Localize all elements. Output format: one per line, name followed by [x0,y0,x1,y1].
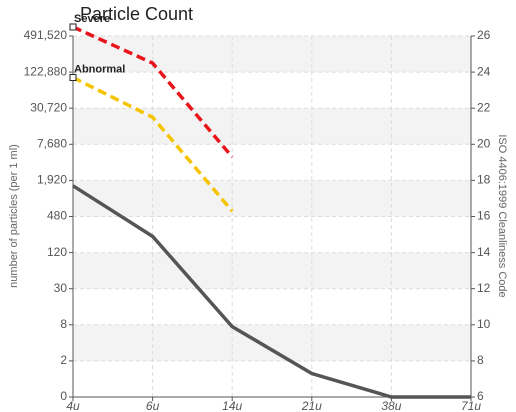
series-marker [69,74,77,82]
series-line [72,75,234,213]
y-tick-label: 120 [47,245,67,259]
y2-tick-label: 6 [477,389,484,403]
y-axis-title: number of particles (per 1 ml) [8,144,20,288]
y2-axis-title: ISO 4406:1999 Cleanliness Code [496,134,508,297]
y-tick-label: 1,920 [37,173,67,187]
band [73,180,471,217]
y-tick-label: 0 [60,389,67,403]
y2-tick-label: 8 [477,353,484,367]
y-tick-label: 30 [54,281,68,295]
x-tick-label: 6u [146,399,160,412]
y-tick-label: 8 [60,317,67,331]
y2-tick-label: 22 [477,100,491,114]
x-tick-label: 4u [66,399,80,412]
y-tick-label: 2 [60,353,67,367]
series-label: Severe [74,13,110,25]
band [73,252,471,289]
series-line [72,184,471,399]
y2-tick-label: 14 [477,245,491,259]
series-line [72,25,234,159]
y-tick-label: 7,680 [37,136,67,150]
series-marker [69,23,77,31]
y2-tick-label: 26 [477,28,491,42]
y2-tick-label: 20 [477,136,491,150]
y-tick-label: 480 [47,209,67,223]
y2-tick-label: 24 [477,64,491,78]
band [73,36,471,73]
y-tick-label: 122,880 [24,64,68,78]
x-tick-label: 38u [381,399,401,412]
y2-tick-label: 16 [477,209,491,223]
series-label: Abnormal [74,63,125,75]
y2-tick-label: 12 [477,281,491,295]
y2-tick-label: 10 [477,317,491,331]
band [73,108,471,145]
y-tick-label: 30,720 [30,100,67,114]
chart-title: Particle Count [80,4,193,24]
band [73,324,471,361]
y-tick-label: 491,520 [24,28,68,42]
x-tick-label: 71u [461,399,481,412]
x-tick-label: 14u [222,399,242,412]
y2-tick-label: 18 [477,173,491,187]
x-tick-label: 21u [301,399,322,412]
